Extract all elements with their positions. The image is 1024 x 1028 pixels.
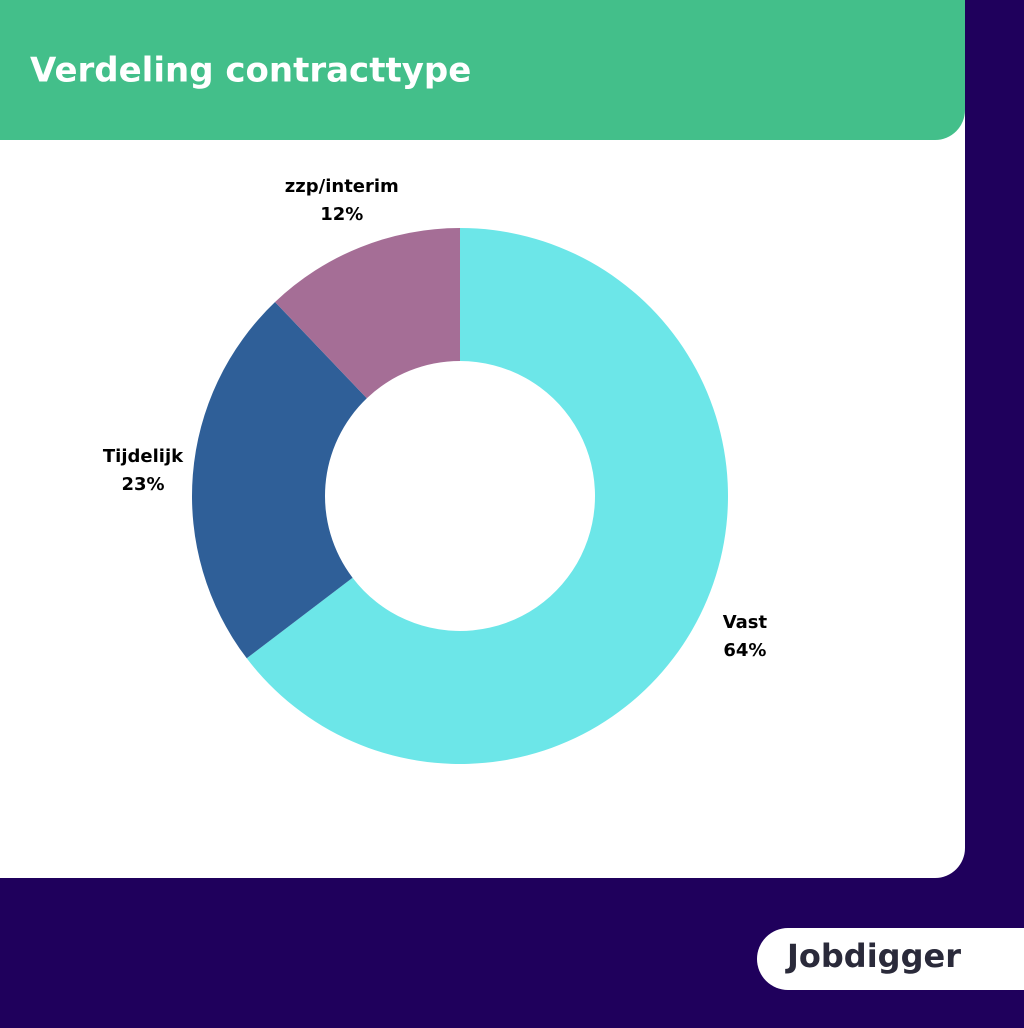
donut-segment bbox=[275, 228, 460, 399]
segment-label: Tijdelijk bbox=[103, 446, 184, 467]
brand-logo: Jobdigger bbox=[785, 937, 961, 975]
donut-segment bbox=[191, 302, 367, 659]
donut-segment bbox=[246, 228, 728, 764]
header bbox=[0, 0, 965, 140]
segment-label: Vast bbox=[723, 612, 768, 633]
segment-value-label: 64% bbox=[723, 640, 766, 661]
segment-value-label: 23% bbox=[121, 474, 164, 495]
segment-label: zzp/interim bbox=[285, 176, 399, 197]
card bbox=[0, 0, 965, 878]
chart-title: Verdeling contracttype bbox=[30, 51, 471, 91]
brand-pill bbox=[757, 928, 1024, 990]
segment-value-label: 12% bbox=[320, 204, 363, 225]
